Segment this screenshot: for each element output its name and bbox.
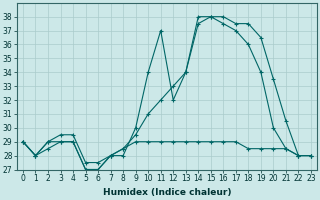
X-axis label: Humidex (Indice chaleur): Humidex (Indice chaleur) <box>103 188 231 197</box>
